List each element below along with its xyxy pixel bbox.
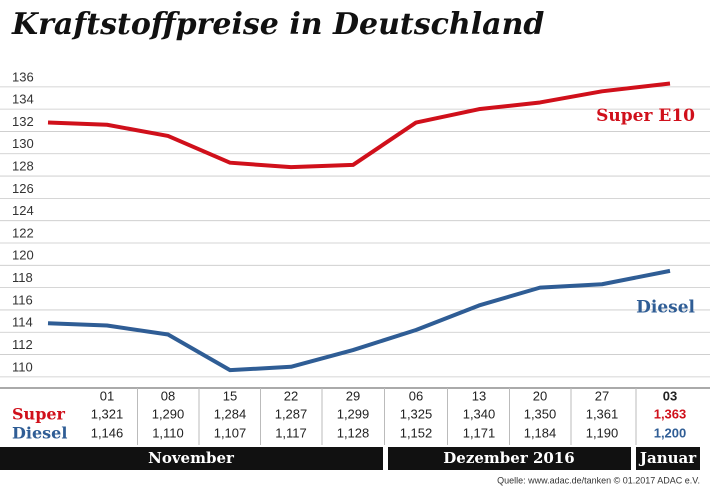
x-tick-label: 08 [161, 388, 175, 403]
y-tick-label: 116 [12, 292, 33, 307]
series-label: Super E10 [596, 106, 695, 126]
source: Quelle: www.adac.de/tanken © 01.2017 ADA… [497, 475, 700, 485]
row-label: Super [12, 405, 66, 424]
month-bar [0, 447, 383, 470]
y-tick-label: 112 [12, 337, 33, 352]
x-tick-label: 06 [409, 388, 423, 403]
table-cell: 1,361 [586, 406, 619, 421]
table-cell: 1,299 [337, 406, 370, 421]
y-tick-label: 114 [12, 315, 33, 330]
x-tick-label: 03 [663, 388, 677, 403]
chart-title: Kraftstoffpreise in Deutschland [11, 7, 544, 42]
table-cell: 1,325 [400, 406, 433, 421]
table-cell: 1,117 [275, 425, 307, 440]
x-tick-label: 29 [346, 388, 360, 403]
month-label: Januar [638, 449, 697, 467]
y-tick-label: 118 [12, 270, 33, 285]
table-cell: 1,321 [91, 406, 124, 421]
x-tick-label: 27 [595, 388, 609, 403]
table-cell: 1,200 [654, 425, 687, 440]
y-tick-label: 124 [12, 203, 34, 218]
month-bar [636, 447, 700, 470]
table-cell: 1,190 [586, 425, 619, 440]
y-tick-label: 130 [12, 136, 34, 151]
line [47, 268, 671, 373]
table-cell: 1,128 [337, 425, 370, 440]
x-tick-label: 22 [284, 388, 298, 403]
table-cell: 1,184 [524, 425, 557, 440]
table-cell: 1,340 [463, 406, 496, 421]
y-tick-label: 122 [12, 225, 34, 240]
series-label: Diesel [636, 297, 695, 317]
table-cell: 1,290 [152, 406, 185, 421]
month-label: Dezember 2016 [443, 449, 574, 467]
y-tick-label: 134 [12, 92, 34, 107]
x-tick-label: 13 [472, 388, 486, 403]
x-tick-label: 20 [533, 388, 547, 403]
y-tick-label: 136 [12, 69, 34, 84]
y-tick-label: 126 [12, 181, 34, 196]
line [47, 81, 671, 170]
month-bar [388, 447, 631, 470]
y-tick-label: 132 [12, 114, 34, 129]
x-tick-label: 01 [100, 388, 114, 403]
y-tick-label: 110 [12, 359, 33, 374]
table-cell: 1,107 [214, 425, 247, 440]
table-cell: 1,152 [400, 425, 433, 440]
month-label: November [148, 449, 235, 467]
table-cell: 1,284 [214, 406, 247, 421]
table-cell: 1,363 [654, 406, 687, 421]
table-cell: 1,287 [275, 406, 308, 421]
table-cell: 1,350 [524, 406, 557, 421]
row-label: Diesel [12, 424, 67, 443]
y-tick-label: 128 [12, 159, 34, 174]
table-cell: 1,171 [463, 425, 496, 440]
table-cell: 1,110 [152, 425, 184, 440]
x-tick-label: 15 [223, 388, 237, 403]
y-tick-label: 120 [12, 248, 34, 263]
table-cell: 1,146 [91, 425, 124, 440]
